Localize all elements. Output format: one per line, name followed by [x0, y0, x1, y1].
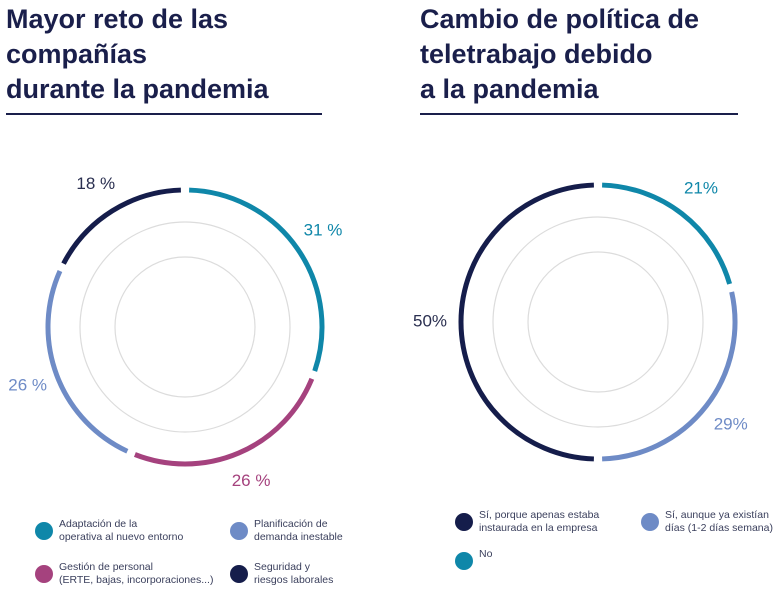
donut-chart: 21% 29% 50%	[413, 179, 748, 462]
legend-swatch	[230, 522, 248, 540]
donut-segment	[458, 182, 594, 462]
legend-item: Sí, porque apenas estaba instaurada en l…	[455, 509, 599, 535]
legend-item: Seguridad y riesgos laborales	[230, 561, 333, 587]
value-label: 31 %	[304, 221, 343, 240]
legend-swatch	[455, 552, 473, 570]
legend-label: Adaptación de la operativa al nuevo ento…	[59, 518, 184, 543]
legend-swatch	[35, 565, 53, 583]
legend-item: Gestión de personal (ERTE, bajas, incorp…	[35, 561, 213, 587]
value-label: 29%	[714, 414, 748, 433]
donut-segment	[189, 187, 325, 372]
chart-title: Mayor reto de las compañías durante la p…	[6, 4, 269, 104]
legend-swatch	[230, 565, 248, 583]
donut-segment	[45, 269, 129, 454]
title-rule	[6, 113, 322, 115]
donut-segment	[602, 291, 738, 462]
donut-segment	[133, 377, 315, 467]
ring	[492, 216, 704, 428]
donut-segment	[61, 187, 181, 265]
legend-label: Planificación de demanda inestable	[254, 518, 343, 543]
chart-title: Cambio de política de teletrabajo debido…	[420, 4, 700, 104]
ring	[79, 221, 291, 433]
value-label: 26 %	[8, 375, 47, 394]
legend-item: Planificación de demanda inestable	[230, 518, 343, 544]
legend-item: No	[455, 548, 493, 570]
ring	[527, 251, 669, 393]
legend-item: Sí, aunque ya existían días (1-2 días se…	[641, 509, 773, 535]
donut-chart: 31 % 26 % 26 % 18 %	[8, 174, 343, 490]
value-label: 21%	[684, 179, 718, 198]
value-label: 26 %	[232, 471, 271, 490]
legend-label: Seguridad y riesgos laborales	[254, 561, 334, 586]
legend-label: No	[479, 548, 493, 560]
donut-segment	[602, 182, 733, 285]
legend-label: Gestión de personal (ERTE, bajas, incorp…	[59, 561, 214, 586]
legend-label: Sí, aunque ya existían días (1-2 días se…	[665, 509, 773, 534]
value-label: 50%	[413, 311, 447, 330]
legend-swatch	[455, 513, 473, 531]
legend-swatch	[641, 513, 659, 531]
ring	[114, 256, 256, 398]
legend-item: Adaptación de la operativa al nuevo ento…	[35, 518, 183, 544]
legend-label: Sí, porque apenas estaba instaurada en l…	[479, 509, 600, 534]
title-rule	[420, 113, 738, 115]
legend-swatch	[35, 522, 53, 540]
value-label: 18 %	[76, 174, 115, 193]
